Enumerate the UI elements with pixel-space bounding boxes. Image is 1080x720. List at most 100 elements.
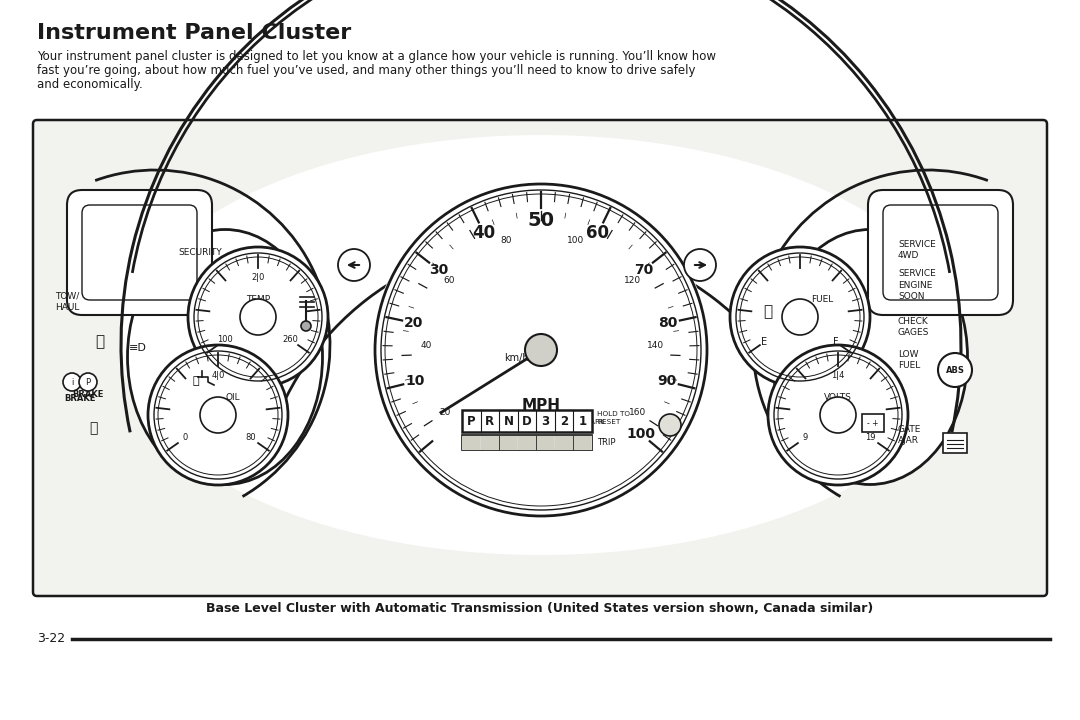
Bar xyxy=(537,435,555,450)
FancyBboxPatch shape xyxy=(462,410,592,432)
Bar xyxy=(500,436,517,449)
Text: 160: 160 xyxy=(629,408,646,417)
Circle shape xyxy=(820,397,856,433)
Text: 70: 70 xyxy=(634,263,653,277)
Circle shape xyxy=(768,345,908,485)
Text: i: i xyxy=(71,377,73,387)
Text: 20: 20 xyxy=(404,316,423,330)
Text: fast you’re going, about how much fuel you’ve used, and many other things you’ll: fast you’re going, about how much fuel y… xyxy=(37,64,696,77)
Bar xyxy=(537,436,554,449)
Text: ≡D: ≡D xyxy=(130,343,147,353)
Text: E: E xyxy=(761,337,767,347)
Bar xyxy=(517,435,537,450)
Circle shape xyxy=(200,397,237,433)
Text: 2: 2 xyxy=(561,415,568,428)
Text: 0: 0 xyxy=(183,433,188,443)
Text: VOLTS: VOLTS xyxy=(824,392,852,402)
Text: Instrument Panel Cluster: Instrument Panel Cluster xyxy=(37,23,351,43)
Text: 40: 40 xyxy=(420,341,432,350)
Circle shape xyxy=(79,373,97,391)
Text: 19: 19 xyxy=(865,433,876,443)
Circle shape xyxy=(525,334,557,366)
Text: km/h: km/h xyxy=(503,353,528,363)
Text: - +: - + xyxy=(867,418,879,428)
Text: 260: 260 xyxy=(283,336,299,344)
Ellipse shape xyxy=(772,230,968,485)
Circle shape xyxy=(240,299,276,335)
Circle shape xyxy=(373,182,708,518)
Bar xyxy=(499,435,517,450)
Text: R: R xyxy=(485,415,495,428)
Text: N: N xyxy=(503,415,513,428)
Text: 9: 9 xyxy=(802,433,808,443)
Text: ABS: ABS xyxy=(946,366,964,374)
Text: 10: 10 xyxy=(405,374,424,389)
Circle shape xyxy=(684,249,716,281)
FancyBboxPatch shape xyxy=(33,120,1047,596)
FancyBboxPatch shape xyxy=(868,190,1013,315)
FancyBboxPatch shape xyxy=(67,190,212,315)
Text: TOW/
HAUL: TOW/ HAUL xyxy=(55,292,79,312)
Text: Base Level Cluster with Automatic Transmission (United States version shown, Can: Base Level Cluster with Automatic Transm… xyxy=(206,601,874,614)
Text: 4|0: 4|0 xyxy=(212,371,225,379)
Text: D: D xyxy=(522,415,531,428)
Circle shape xyxy=(188,247,328,387)
Bar xyxy=(481,435,499,450)
Bar xyxy=(573,436,592,449)
Ellipse shape xyxy=(127,230,323,485)
Text: SERVICE
4WD: SERVICE 4WD xyxy=(897,240,935,260)
Bar xyxy=(462,436,481,449)
Text: MPH: MPH xyxy=(522,397,561,413)
Bar xyxy=(555,435,573,450)
Text: P: P xyxy=(85,377,91,387)
Text: TRIP: TRIP xyxy=(597,438,616,447)
Text: 80: 80 xyxy=(659,316,678,330)
Text: BRAKE: BRAKE xyxy=(65,394,96,402)
Text: ⛽: ⛽ xyxy=(764,305,772,320)
Text: 🛢: 🛢 xyxy=(192,376,200,386)
Text: 2|0: 2|0 xyxy=(252,272,265,282)
Text: 60: 60 xyxy=(444,276,456,285)
Text: 1|4: 1|4 xyxy=(832,371,845,379)
Text: 🚶: 🚶 xyxy=(89,421,97,435)
Text: 100: 100 xyxy=(626,426,656,441)
Circle shape xyxy=(782,299,818,335)
Text: P: P xyxy=(467,415,475,428)
Text: and economically.: and economically. xyxy=(37,78,143,91)
Text: 1: 1 xyxy=(579,415,586,428)
Text: F: F xyxy=(834,337,839,347)
Bar xyxy=(462,435,481,450)
Text: BRAKE: BRAKE xyxy=(72,390,104,398)
Text: OIL: OIL xyxy=(226,392,241,402)
Text: 80: 80 xyxy=(500,236,512,245)
Text: 3: 3 xyxy=(541,415,550,428)
Bar xyxy=(518,436,536,449)
Text: 50: 50 xyxy=(527,210,554,230)
Text: 3-22: 3-22 xyxy=(37,632,65,646)
Text: FUEL: FUEL xyxy=(811,294,833,304)
Text: CHECK
GAGES: CHECK GAGES xyxy=(897,317,930,337)
Bar xyxy=(481,436,499,449)
Text: 100: 100 xyxy=(567,236,584,245)
Text: APPLY BRAKE TO SHIFT FROM PARK: APPLY BRAKE TO SHIFT FROM PARK xyxy=(477,419,605,425)
Circle shape xyxy=(338,249,370,281)
Bar xyxy=(573,435,592,450)
Bar xyxy=(555,436,572,449)
FancyBboxPatch shape xyxy=(943,433,967,453)
Ellipse shape xyxy=(121,135,961,555)
Text: 60: 60 xyxy=(586,224,609,242)
Text: 90: 90 xyxy=(658,374,677,389)
Text: LOW
FUEL: LOW FUEL xyxy=(897,350,920,370)
Text: 80: 80 xyxy=(245,433,256,443)
Text: 🚶: 🚶 xyxy=(95,335,105,349)
Text: 100: 100 xyxy=(217,336,233,344)
Text: 20: 20 xyxy=(438,408,450,417)
Text: 40: 40 xyxy=(472,224,496,242)
Circle shape xyxy=(939,353,972,387)
Text: GATE
AJAR: GATE AJAR xyxy=(897,425,921,445)
Circle shape xyxy=(63,373,81,391)
Text: TEMP: TEMP xyxy=(246,294,270,304)
Text: SERVICE
ENGINE
SOON: SERVICE ENGINE SOON xyxy=(897,269,935,301)
Text: HOLD TO
RESET: HOLD TO RESET xyxy=(597,411,630,425)
Text: Your instrument panel cluster is designed to let you know at a glance how your v: Your instrument panel cluster is designe… xyxy=(37,50,716,63)
